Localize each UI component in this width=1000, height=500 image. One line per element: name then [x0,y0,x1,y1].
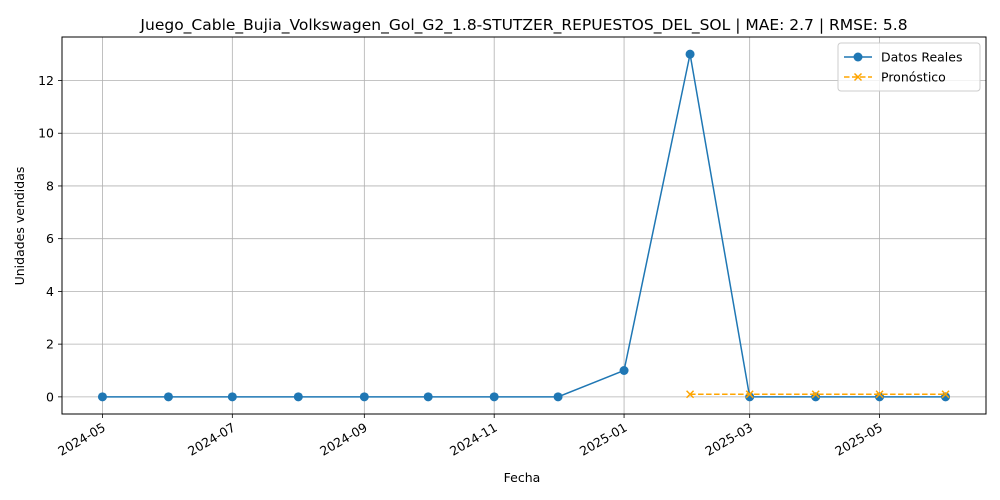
series-datos-reales [97,49,951,402]
y-tick-label: 6 [46,231,54,246]
y-tick-label: 4 [46,284,54,299]
legend: Datos Reales Pronóstico [837,42,981,92]
forecast-point [745,390,754,399]
x-tick-label: 2025-03 [702,420,755,459]
chart-title: Juego_Cable_Bujia_Volkswagen_Gol_G2_1.8-… [139,16,907,35]
x-tick-label: 2024-09 [317,420,370,459]
axis-ticks: 0 2 4 6 8 10 12 2024-05 2024-07 2024-09 2024-11 202… [38,73,885,459]
forecast-point [853,72,863,82]
data-point [163,392,173,402]
legend-entry: Datos Reales [844,50,962,65]
series-pronostico [686,390,950,399]
data-point [853,52,863,62]
forecast-point [686,390,695,399]
data-point [97,392,107,402]
data-point [227,392,237,402]
legend-entry: Pronóstico [844,70,946,85]
data-point [359,392,369,402]
series-layer [97,49,951,402]
x-marker-stroke [686,390,695,399]
x-marker-stroke [811,390,820,399]
y-tick-label: 0 [46,389,54,404]
y-axis-label: Unidades vendidas [12,167,27,286]
x-tick-label: 2025-05 [832,420,885,459]
data-point [489,392,499,402]
grid-lines [62,37,986,414]
x-tick-label: 2024-07 [185,420,238,459]
x-marker-stroke [875,390,884,399]
y-tick-label: 10 [38,126,54,141]
data-point [423,392,433,402]
legend-label: Pronóstico [881,70,946,85]
x-tick-label: 2025-01 [577,420,630,459]
data-point [293,392,303,402]
x-marker-stroke [941,390,950,399]
data-point [553,392,563,402]
data-point [619,366,629,375]
series-line [102,53,946,398]
forecast-point [875,390,884,399]
y-tick-label: 2 [46,337,54,352]
plot-frame [61,36,987,415]
x-marker-stroke [853,72,863,82]
legend-box [837,42,981,92]
x-tick-label: 2024-11 [447,420,500,459]
x-axis-label: Fecha [504,470,541,485]
forecast-point [811,390,820,399]
x-marker-stroke [745,390,754,399]
data-point [685,49,695,59]
forecast-point [941,390,950,399]
legend-label: Datos Reales [881,50,962,65]
y-tick-label: 8 [46,178,54,193]
y-tick-label: 12 [38,73,54,88]
x-tick-label: 2024-05 [55,420,108,459]
